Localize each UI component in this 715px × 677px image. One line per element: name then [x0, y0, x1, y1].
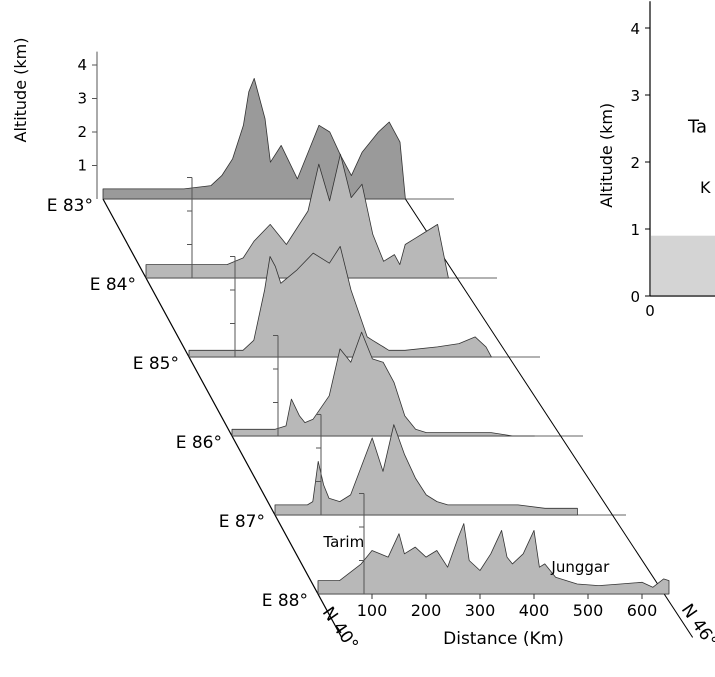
- inset-y-tick-label: 3: [630, 87, 640, 105]
- inset-y-tick-label: 1: [630, 221, 640, 239]
- inset-text-label: K: [700, 178, 711, 197]
- x-tick-label: 600: [627, 601, 658, 620]
- inset-y-tick-label: 0: [630, 288, 640, 306]
- right-depth-axis: [404, 198, 694, 638]
- front-edge-label-left: N 40°: [318, 603, 362, 654]
- x-tick-label: 200: [411, 601, 442, 620]
- profiles: [102, 78, 670, 595]
- profile-area: [317, 523, 670, 595]
- series-label: E 87°: [219, 512, 265, 532]
- series-label: E 86°: [176, 433, 222, 453]
- series-label: E 84°: [90, 275, 136, 295]
- series-labels: E 83° E 84° E 85° E 86° E 87° E 88°: [47, 196, 308, 611]
- profile-area: [188, 246, 492, 358]
- series-label: E 83°: [47, 196, 93, 216]
- y-tick-label: 3: [77, 90, 87, 108]
- y-tick-label: 1: [77, 157, 87, 175]
- x-tick-label: 500: [573, 601, 604, 620]
- x-tick-label: 300: [465, 601, 496, 620]
- region-label-tarim: Tarim: [322, 533, 364, 551]
- region-label-junggar: Junggar: [550, 558, 610, 576]
- vertical-axes: 1 2 3 4 Altitude (km): [11, 38, 365, 594]
- profile-area: [145, 153, 449, 279]
- x-tick-label: 100: [357, 601, 388, 620]
- inset-text-label: Ta: [687, 117, 707, 138]
- inset-x-tick-label: 0: [645, 302, 655, 320]
- inset-chart: 0 1 2 3 4 0 Altitude (km) Ta K: [597, 1, 715, 320]
- profile-area: [231, 331, 535, 437]
- profile-area: [102, 78, 406, 200]
- profile-area: [274, 424, 578, 516]
- y-tick-label: 2: [77, 123, 87, 141]
- x-axis-label: Distance (Km): [443, 629, 564, 649]
- y-tick-label: 4: [77, 56, 87, 74]
- left-depth-axis: [102, 198, 343, 638]
- series-label: E 88°: [262, 591, 308, 611]
- inset-area: [651, 235, 715, 295]
- inset-y-tick-label: 4: [630, 20, 640, 38]
- inset-y-axis-label: Altitude (km): [597, 103, 616, 208]
- x-tick-label: 400: [519, 601, 550, 620]
- series-label: E 85°: [133, 354, 179, 374]
- inset-y-tick-label: 2: [630, 154, 640, 172]
- front-edge-label-right: N 46°: [677, 600, 715, 651]
- y-axis-label: Altitude (km): [11, 38, 30, 143]
